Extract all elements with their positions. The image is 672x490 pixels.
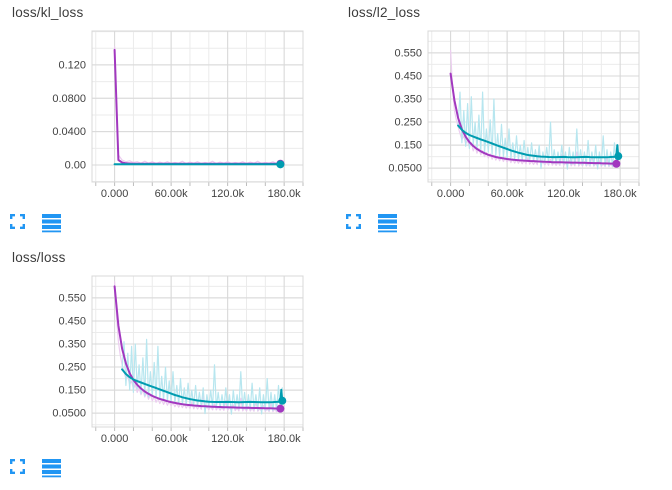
run-1-smoothed-line bbox=[113, 48, 282, 165]
plot-border bbox=[427, 30, 640, 183]
y-tick-label: 0.250 bbox=[394, 117, 422, 129]
run-2-raw-line bbox=[121, 338, 283, 415]
x-tick-label: 0.000 bbox=[101, 433, 129, 445]
chart-card-loss: loss/loss 0.000 60.00k 120.0k 180.0k 0.0500 0… bbox=[0, 245, 336, 490]
chart-data-button[interactable] bbox=[42, 459, 61, 478]
fullscreen-icon bbox=[10, 214, 25, 229]
run-2-smoothed-tail-end-dot bbox=[278, 396, 287, 405]
x-tick-label: 120.0k bbox=[211, 188, 245, 200]
data-list-icon bbox=[42, 459, 61, 478]
run-1-smoothed-line bbox=[113, 285, 282, 410]
x-tick-label: 60.00k bbox=[155, 433, 189, 445]
y-tick-label: 0.0400 bbox=[52, 126, 86, 138]
x-tick-label: 180.0k bbox=[268, 188, 302, 200]
x-tick-label: 120.0k bbox=[211, 433, 245, 445]
tensorboard-scalars-panel: { "page": {"background": "#ffffff"}, "pa… bbox=[0, 0, 672, 478]
l2-loss-line-chart[interactable]: 0.000 60.00k 120.0k 180.0k 0.0500 0.150 0.250 0… bbox=[336, 24, 672, 202]
data-list-icon bbox=[378, 214, 397, 233]
x-tick-label: 60.00k bbox=[155, 188, 189, 200]
run-1-raw-line bbox=[449, 50, 619, 168]
y-tick-label: 0.350 bbox=[394, 94, 422, 106]
chart-data-button[interactable] bbox=[42, 214, 61, 233]
run-1-smoothed-end-dot bbox=[276, 404, 285, 413]
data-list-icon bbox=[42, 214, 61, 233]
y-tick-label: 0.00 bbox=[65, 159, 86, 171]
x-tick-label: 180.0k bbox=[268, 433, 302, 445]
run-2-smoothed-line bbox=[121, 368, 282, 404]
y-tick-label: 0.150 bbox=[58, 385, 86, 397]
y-tick-label: 0.350 bbox=[58, 339, 86, 351]
chart-card-l2-loss: loss/l2_loss 0.000 60.00k 120.0k 180.0k 0.05… bbox=[336, 0, 672, 245]
x-tick-label: 120.0k bbox=[547, 188, 581, 200]
run-1-smoothed-line bbox=[449, 72, 618, 165]
run-2-smoothed-line bbox=[457, 124, 618, 159]
y-tick-label: 0.550 bbox=[394, 47, 422, 59]
run-2-smoothed-end-dot bbox=[276, 160, 285, 169]
plot-border bbox=[91, 275, 304, 428]
expand-chart-button[interactable] bbox=[10, 459, 25, 474]
y-tick-label: 0.0500 bbox=[388, 163, 422, 175]
run-2-smoothed-tail-end-dot bbox=[614, 152, 623, 161]
y-tick-label: 0.120 bbox=[58, 59, 86, 71]
y-tick-label: 0.250 bbox=[58, 362, 86, 374]
chart-title: loss/loss bbox=[12, 250, 66, 265]
loss-line-chart[interactable]: 0.000 60.00k 120.0k 180.0k 0.0500 0.150 0.250 0… bbox=[0, 269, 336, 447]
run-1-smoothed-end-dot bbox=[612, 159, 621, 168]
run-1-raw-line bbox=[113, 46, 281, 165]
y-tick-label: 0.150 bbox=[394, 140, 422, 152]
expand-chart-button[interactable] bbox=[346, 214, 361, 229]
fullscreen-icon bbox=[10, 459, 25, 474]
x-tick-label: 60.00k bbox=[491, 188, 525, 200]
chart-title: loss/kl_loss bbox=[12, 5, 84, 20]
chart-card-kl-loss: loss/kl_loss 0.000 60.00k 120.0k 180.0k 0.00… bbox=[0, 0, 336, 245]
y-tick-label: 0.0800 bbox=[52, 93, 86, 105]
y-tick-label: 0.550 bbox=[58, 292, 86, 304]
y-tick-label: 0.0500 bbox=[52, 408, 86, 420]
chart-toolbar bbox=[10, 214, 61, 233]
run-1-raw-line bbox=[113, 281, 283, 413]
chart-title: loss/l2_loss bbox=[348, 5, 421, 20]
x-tick-label: 0.000 bbox=[101, 188, 129, 200]
chart-toolbar bbox=[346, 214, 397, 233]
expand-chart-button[interactable] bbox=[10, 214, 25, 229]
fullscreen-icon bbox=[346, 214, 361, 229]
y-tick-label: 0.450 bbox=[58, 315, 86, 327]
x-tick-label: 0.000 bbox=[437, 188, 465, 200]
chart-toolbar bbox=[10, 459, 61, 478]
plot-border bbox=[91, 30, 304, 183]
chart-data-button[interactable] bbox=[378, 214, 397, 233]
x-tick-label: 180.0k bbox=[604, 188, 638, 200]
run-2-raw-line bbox=[457, 91, 619, 170]
kl-loss-line-chart[interactable]: 0.000 60.00k 120.0k 180.0k 0.00 0.0400 0.0800 0… bbox=[0, 24, 336, 202]
y-tick-label: 0.450 bbox=[394, 70, 422, 82]
